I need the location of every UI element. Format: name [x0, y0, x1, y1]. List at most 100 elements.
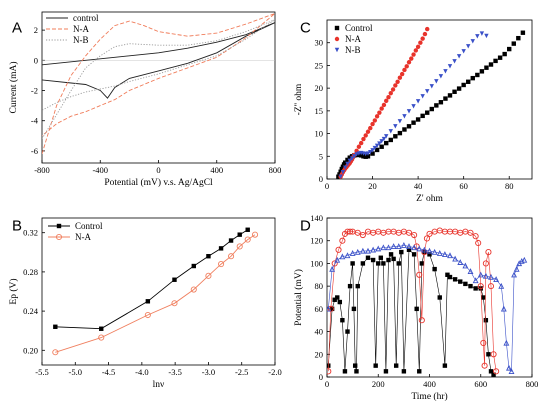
x-tick-label: 400	[423, 379, 436, 389]
data-point	[384, 98, 389, 104]
data-point	[409, 56, 414, 61]
data-point	[506, 364, 512, 371]
data-point	[481, 362, 488, 369]
x-tick-label: 600	[474, 379, 487, 389]
data-point	[463, 281, 468, 287]
data-point	[416, 271, 423, 278]
data-point	[479, 31, 485, 36]
data-point	[354, 248, 361, 255]
x-tick-label: 80	[505, 181, 514, 191]
data-point	[354, 229, 361, 236]
data-point	[511, 271, 517, 278]
y-axis-label: -Z'' ohm	[294, 83, 304, 115]
x-tick-label: 20	[368, 181, 377, 191]
data-point	[411, 244, 418, 251]
series-n-a	[327, 227, 500, 375]
data-point	[396, 261, 401, 266]
data-point	[340, 169, 346, 175]
x-tick-label: 400	[210, 165, 223, 175]
series-line	[328, 230, 497, 372]
data-point	[335, 246, 342, 253]
legend-marker	[55, 233, 63, 241]
plot-frame	[326, 19, 533, 180]
data-point	[144, 311, 151, 319]
data-point	[373, 363, 378, 368]
data-point	[497, 55, 503, 60]
data-point	[415, 117, 421, 122]
data-point	[406, 60, 412, 65]
data-point	[429, 84, 434, 89]
data-point	[418, 317, 425, 324]
legend-label: N-B	[73, 35, 89, 45]
data-point	[339, 237, 346, 244]
data-point	[329, 306, 335, 312]
data-point	[480, 339, 487, 346]
data-point	[354, 369, 359, 374]
data-point	[381, 261, 386, 266]
y-tick-label: 20	[315, 83, 324, 93]
y-axis-label: Current (mA)	[8, 62, 19, 114]
data-point	[352, 363, 358, 368]
data-point	[425, 89, 430, 94]
data-point	[484, 65, 489, 70]
data-point	[372, 145, 378, 151]
y-tick-label: -2	[31, 86, 38, 96]
data-point	[340, 164, 346, 169]
data-point	[397, 75, 403, 80]
y-axis-label: Ep (V)	[8, 278, 19, 304]
data-point	[390, 243, 397, 250]
series-n-b	[327, 242, 528, 374]
data-point	[470, 39, 475, 44]
data-point	[388, 137, 393, 143]
data-point	[508, 368, 515, 374]
data-point	[386, 95, 391, 100]
data-point	[475, 239, 482, 247]
x-tick-label: 40	[414, 181, 423, 191]
data-point	[347, 283, 353, 289]
data-point	[363, 133, 368, 138]
data-point	[345, 161, 350, 167]
data-point	[365, 154, 371, 159]
y-tick-label: 0	[34, 55, 38, 65]
data-point	[379, 139, 384, 144]
data-point	[327, 305, 332, 312]
data-point	[390, 87, 396, 92]
data-point	[378, 255, 384, 260]
series-line	[55, 229, 248, 330]
data-point	[251, 231, 259, 238]
panel-label: A	[12, 19, 22, 36]
x-tick-label: -2.0	[268, 367, 281, 377]
data-point	[327, 368, 332, 375]
plot-area	[42, 13, 275, 155]
x-tick-label: -5.5	[35, 367, 48, 377]
data-point	[422, 31, 428, 37]
x-axis-label: Potential (mV) v.s. Ag/AgCl	[104, 177, 213, 188]
data-point	[466, 79, 471, 84]
data-point	[436, 250, 443, 256]
data-point	[337, 299, 343, 305]
data-point	[466, 44, 471, 49]
data-point	[393, 83, 398, 88]
data-point	[411, 231, 418, 239]
series-n-b	[338, 31, 489, 179]
panel-c: 0 20 40 60 80 0 5 10 15 20 25 30 Z' ohm -Z'' ohm C Cont…	[294, 19, 533, 204]
x-tick-label: -800	[34, 165, 50, 175]
data-point	[426, 230, 433, 237]
legend-label: N-A	[73, 24, 89, 34]
data-point	[418, 40, 423, 45]
data-point	[370, 151, 375, 156]
data-point	[511, 41, 516, 46]
x-tick-label: 200	[372, 379, 385, 389]
data-point	[420, 113, 425, 119]
x-tick-label: 0	[325, 379, 329, 389]
data-point	[438, 100, 444, 105]
plot-area	[327, 227, 528, 377]
legend-label: control	[73, 13, 99, 23]
legend-label: N-A	[345, 34, 361, 44]
data-point	[383, 369, 389, 374]
data-point	[411, 104, 416, 109]
data-point	[493, 58, 498, 64]
panel-d: 0 200 400 600 800 0 20 40 60 80 100 120 140 Time (hr)…	[293, 213, 538, 402]
